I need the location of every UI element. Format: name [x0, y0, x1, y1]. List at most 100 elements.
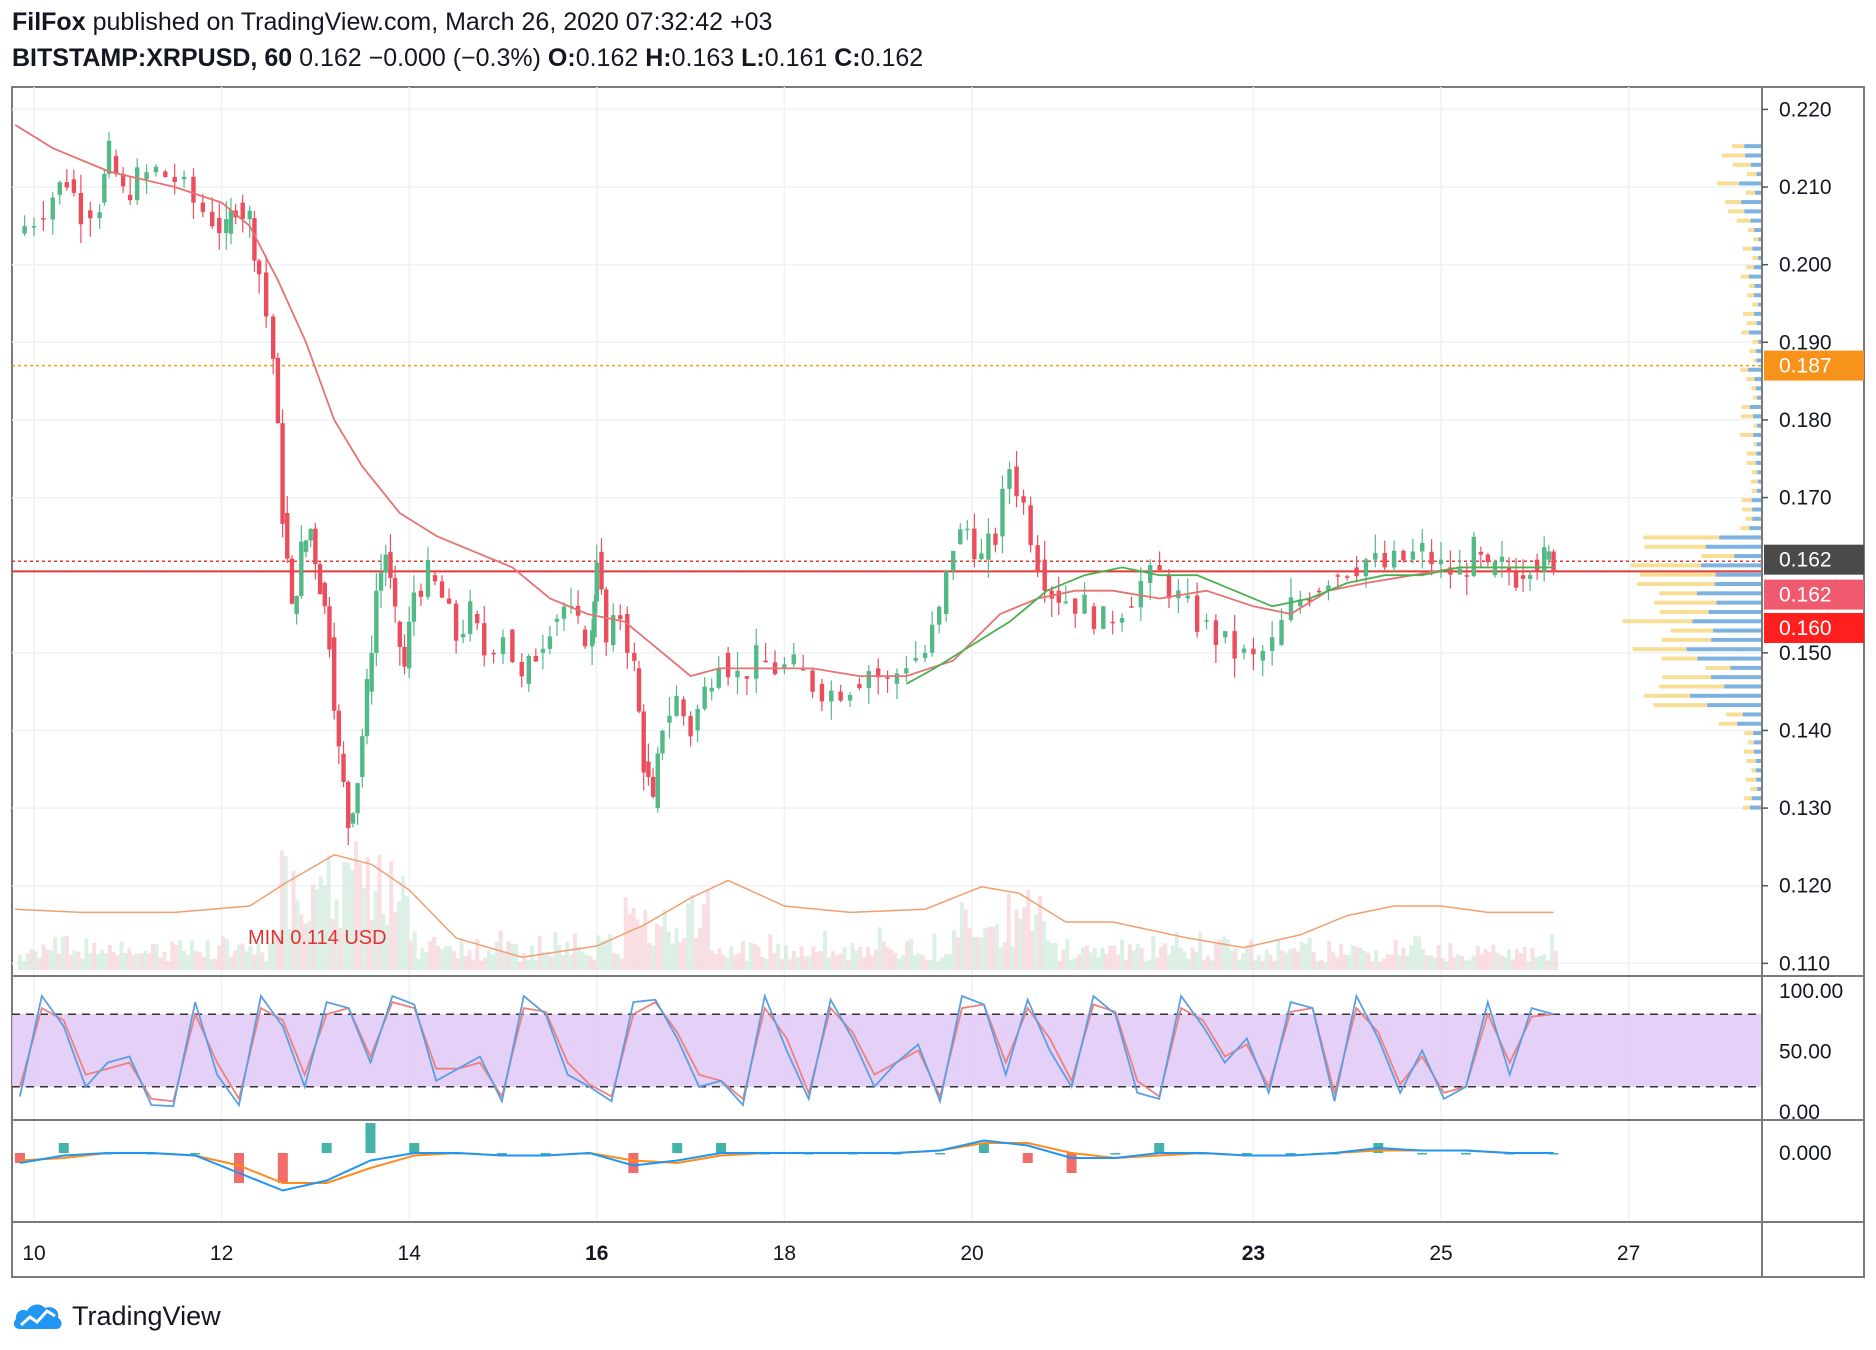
volume-bar: [1135, 943, 1140, 970]
candle-body: [88, 210, 93, 219]
macd-histogram-bar: [14, 1153, 25, 1163]
logo-text: TradingView: [72, 1300, 221, 1331]
chart-canvas[interactable]: MIN 0.114 USD 100.00 50.00 0.00 0.000 0.22…: [0, 0, 1876, 1290]
volume-bar: [346, 862, 351, 970]
time-axis[interactable]: 10 12 14 16 18 20 23 25 27: [22, 1242, 1640, 1265]
profile-bar-buy: [1745, 190, 1756, 195]
volume-bar: [1120, 939, 1125, 970]
volume-bar: [740, 940, 745, 970]
volume-bar: [705, 889, 710, 970]
profile-bar-buy: [1630, 563, 1702, 568]
volume-bar: [1272, 960, 1277, 970]
candle-body: [1513, 572, 1519, 588]
volume-bar: [643, 909, 648, 970]
volume-bar: [217, 945, 222, 970]
profile-bar-buy: [1701, 554, 1735, 559]
volume-bar: [1041, 920, 1046, 970]
macd-histogram-bar: [1154, 1143, 1165, 1153]
profile-bar-buy: [1740, 274, 1749, 279]
volume-bar: [1260, 960, 1265, 970]
volume-bar: [1264, 949, 1269, 970]
candle-body: [1194, 595, 1200, 632]
candle-body: [460, 633, 466, 638]
candle-body: [106, 140, 112, 174]
volume-bar: [948, 954, 953, 970]
candle-body: [397, 621, 403, 647]
volume-bar: [135, 953, 140, 970]
profile-bar-sell: [1752, 516, 1762, 521]
volume-bar: [1288, 949, 1293, 970]
candle-body: [1176, 590, 1181, 599]
candle-body: [674, 695, 679, 716]
volume-bar: [596, 935, 601, 970]
volume-bar: [651, 945, 656, 970]
volume-bar: [1030, 931, 1035, 970]
volume-bar: [236, 944, 241, 970]
volume-bar: [240, 943, 245, 970]
volume-bar: [1417, 936, 1422, 970]
candle-body: [667, 715, 672, 723]
candle-body: [1138, 580, 1144, 608]
candle-body: [1082, 594, 1087, 614]
symbol-line: BITSTAMP:XRPUSD, 60 0.162 −0.000 (−0.3%)…: [12, 44, 923, 73]
volume-bar: [1499, 955, 1504, 970]
price-axis[interactable]: 0.220 0.210 0.200 0.190 0.180 0.170 0.150 0.140…: [1762, 98, 1832, 975]
volume-bar: [1553, 951, 1558, 970]
volume-bar: [197, 951, 202, 970]
volume-bar: [268, 943, 273, 970]
candle-body: [589, 630, 595, 647]
profile-bar-buy: [1753, 442, 1757, 447]
profile-bar-buy: [1746, 460, 1756, 465]
symbol-name[interactable]: BITSTAMP:XRPUSD, 60: [12, 44, 293, 72]
macd-tick-label: 0.000: [1779, 1142, 1832, 1165]
profile-bar-buy: [1746, 759, 1756, 764]
macd-histogram-bar: [1241, 1153, 1252, 1155]
candle-body: [303, 540, 309, 552]
candle-body: [120, 173, 126, 187]
price-tag-text: 0.160: [1779, 617, 1832, 640]
volume-bar: [995, 923, 1000, 970]
volume-bar: [1346, 954, 1351, 970]
volume-bar: [342, 861, 347, 970]
volume-bar: [1249, 939, 1254, 970]
volume-bar: [1295, 951, 1300, 970]
volume-bar: [1335, 957, 1340, 970]
author-name[interactable]: FilFox: [12, 8, 86, 36]
candle-body: [866, 671, 872, 689]
volume-bar: [1432, 957, 1437, 970]
macd-histogram-bar: [1460, 1153, 1471, 1155]
candle-body: [1063, 601, 1068, 604]
volume-bar: [299, 914, 304, 970]
profile-bar-sell: [1758, 255, 1762, 260]
candle-body: [979, 553, 984, 560]
profile-bar-sell: [1753, 740, 1762, 745]
grid-lines: [12, 87, 1762, 1222]
volume-bar: [185, 955, 190, 970]
candle-body: [364, 679, 370, 737]
volume-bar: [709, 950, 714, 970]
candle-body: [289, 558, 295, 604]
profile-bar-buy: [1742, 805, 1751, 810]
profile-bar-buy: [1742, 507, 1753, 512]
volume-bar: [627, 914, 632, 970]
volume-bar: [193, 951, 198, 970]
volume-bar: [1166, 954, 1171, 970]
candle-body: [275, 357, 281, 424]
candle-body: [625, 614, 630, 653]
profile-bar-sell: [1756, 349, 1762, 354]
candle-body: [1028, 505, 1033, 546]
candle-body: [64, 182, 70, 188]
profile-bar-buy: [1752, 339, 1759, 344]
time-tick-label: 27: [1617, 1242, 1640, 1265]
volume-bar: [1084, 945, 1089, 970]
tradingview-logo[interactable]: TradingView: [12, 1298, 221, 1334]
candle-body: [986, 533, 991, 560]
volume-bar: [1147, 959, 1152, 970]
volume-bar: [33, 951, 38, 970]
price-tick-label: 0.180: [1779, 409, 1832, 432]
high-label: H:: [645, 44, 672, 72]
volume-bar: [983, 928, 988, 970]
volume-bar: [1131, 949, 1136, 970]
profile-bar-buy: [1752, 255, 1759, 260]
volume-bar: [142, 951, 147, 970]
